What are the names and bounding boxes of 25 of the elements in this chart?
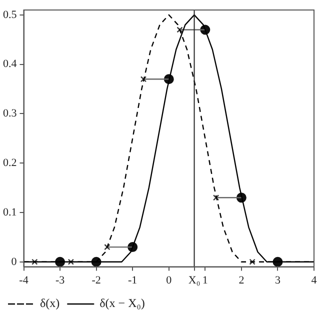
x-tick-label: X₀: [188, 274, 200, 286]
point: [68, 258, 74, 265]
x-tick-label: -2: [92, 274, 101, 286]
x-tick-label: -3: [55, 274, 66, 286]
point: [140, 76, 147, 82]
y-tick-label: 0: [11, 256, 18, 268]
x-tick-label: 4: [311, 274, 318, 286]
x-tick-label: 0: [166, 274, 172, 286]
legend-label: δ(x): [40, 296, 60, 310]
point: [32, 258, 38, 265]
x-tick-label: 3: [274, 274, 281, 286]
x-tick-label: 1: [202, 274, 208, 286]
x-tick-label: 2: [238, 274, 244, 286]
point: [176, 26, 183, 33]
y-tick-label: 0.2: [3, 156, 17, 169]
x-tick-label: -4: [19, 274, 29, 286]
y-tick-label: 0.3: [3, 108, 18, 120]
y-tick-label: 0.1: [3, 206, 17, 218]
point: [249, 258, 256, 265]
point: [212, 194, 220, 201]
y-tick-label: 0.4: [3, 58, 18, 70]
point: [104, 244, 110, 250]
legend-label: δ(x − X₀): [100, 296, 145, 310]
y-tick-label: 0.5: [3, 8, 18, 21]
x-tick-label: -1: [128, 274, 138, 286]
